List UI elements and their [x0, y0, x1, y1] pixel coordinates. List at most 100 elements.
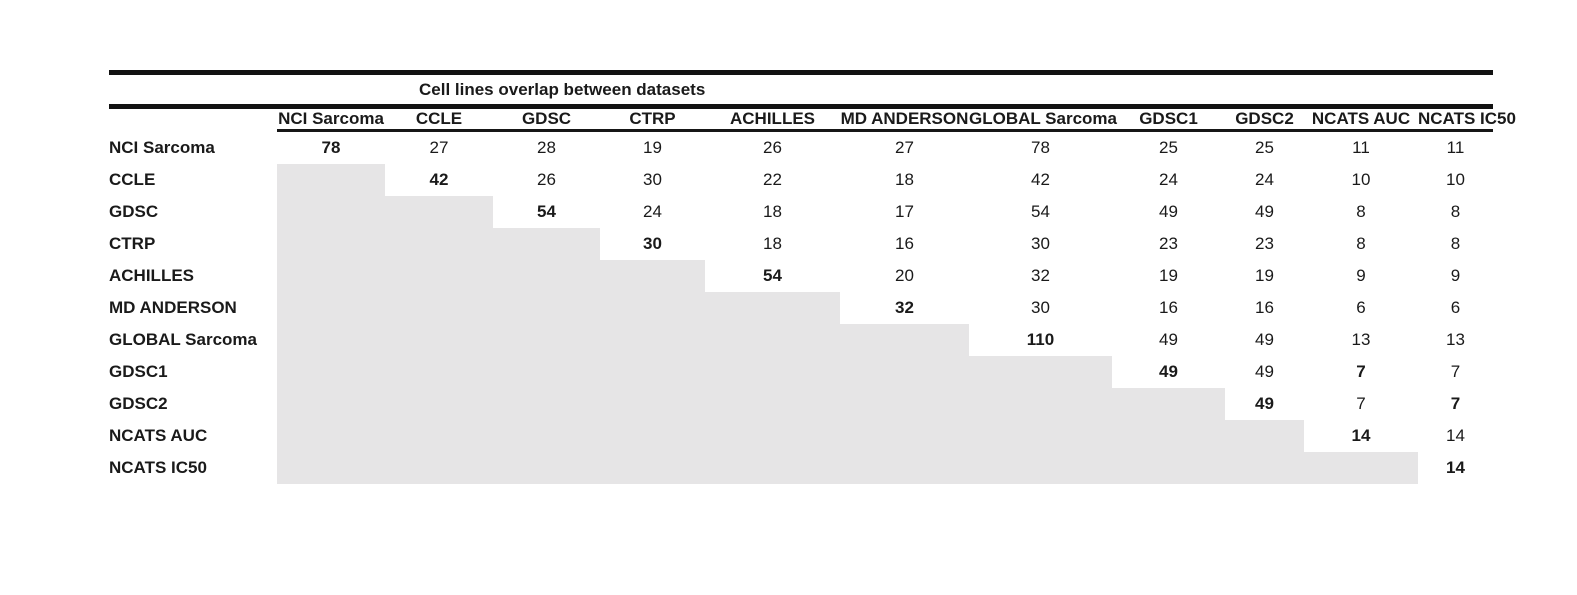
- empty-cell: [600, 388, 705, 420]
- table-row: GDSC 54 24 18 17 54 49 49 8 8: [109, 196, 1493, 228]
- overlap-cell: 9: [1356, 266, 1366, 285]
- overlap-cell: 13: [1351, 330, 1371, 349]
- overlap-cell: 42: [429, 170, 449, 189]
- empty-cell: [840, 356, 969, 388]
- empty-cell: [277, 452, 385, 484]
- overlap-cell: 10: [1351, 170, 1371, 189]
- overlap-cell: 11: [1446, 138, 1465, 157]
- empty-cell: [969, 420, 1112, 452]
- empty-cell: [600, 260, 705, 292]
- overlap-cell: 18: [763, 202, 782, 221]
- overlap-cell: 7: [1450, 394, 1461, 413]
- overlap-cell: 6: [1450, 298, 1461, 317]
- overlap-cell: 28: [537, 138, 556, 157]
- overlap-cell: 32: [1031, 266, 1050, 285]
- overlap-cell: 8: [1356, 202, 1366, 221]
- overlap-cell: 8: [1356, 234, 1366, 253]
- column-header: GDSC: [493, 109, 600, 132]
- empty-cell: [493, 292, 600, 324]
- table-row: GLOBAL Sarcoma 110 49 49 13 13: [109, 324, 1493, 356]
- table-header: NCI Sarcoma CCLE GDSC CTRP ACHILLES MD ANDERS…: [109, 109, 1516, 132]
- overlap-cell: 25: [1159, 138, 1178, 157]
- table-row: NCATS AUC 14 14: [109, 420, 1493, 452]
- empty-cell: [277, 420, 385, 452]
- table-row: ACHILLES 54 20 32 19 19 9 9: [109, 260, 1493, 292]
- overlap-cell: 20: [895, 266, 914, 285]
- overlap-cell: 54: [763, 266, 782, 285]
- row-label: MD ANDERSON: [109, 298, 237, 317]
- overlap-cell: 24: [643, 202, 662, 221]
- empty-cell: [385, 228, 493, 260]
- overlap-cell: 7: [1356, 362, 1366, 381]
- overlap-cell: 18: [763, 234, 782, 253]
- overlap-cell: 14: [1446, 458, 1465, 477]
- overlap-cell: 9: [1450, 266, 1461, 285]
- table-row: GDSC2 49 7 7: [109, 388, 1493, 420]
- empty-cell: [840, 452, 969, 484]
- corner-cell: [109, 109, 277, 131]
- empty-cell: [493, 452, 600, 484]
- table-title: Cell lines overlap between datasets: [419, 80, 706, 99]
- empty-cell: [600, 356, 705, 388]
- column-header: CTRP: [600, 109, 705, 132]
- overlap-cell: 22: [763, 170, 782, 189]
- empty-cell: [493, 324, 600, 356]
- overlap-cell: 54: [537, 202, 556, 221]
- overlap-cell: 49: [1159, 330, 1178, 349]
- table-row: MD ANDERSON 32 30 16 16 6 6: [109, 292, 1493, 324]
- column-header: GDSC1: [1112, 109, 1225, 132]
- overlap-cell: 19: [1255, 266, 1274, 285]
- empty-cell: [1112, 452, 1225, 484]
- overlap-cell: 25: [1255, 138, 1274, 157]
- overlap-cell: 30: [1031, 234, 1050, 253]
- row-label: GDSC: [109, 202, 159, 221]
- empty-cell: [1112, 420, 1225, 452]
- empty-cell: [493, 260, 600, 292]
- overlap-cell: 16: [1159, 298, 1178, 317]
- overlap-cell: 19: [643, 138, 662, 157]
- column-header: NCATS AUC: [1304, 109, 1418, 132]
- row-label: NCI Sarcoma: [109, 138, 215, 157]
- row-label: NCATS AUC: [109, 426, 208, 445]
- empty-cell: [705, 324, 840, 356]
- header-row: NCI Sarcoma CCLE GDSC CTRP ACHILLES MD ANDERS…: [109, 109, 1516, 132]
- table-row: NCI Sarcoma 78 27 28 19 26 27 78 25 25 11 11: [109, 131, 1493, 165]
- row-label: CCLE: [109, 170, 156, 189]
- empty-cell: [385, 356, 493, 388]
- table-title-band: Cell lines overlap between datasets: [109, 70, 1493, 109]
- empty-cell: [277, 292, 385, 324]
- empty-cell: [840, 324, 969, 356]
- row-label: GDSC1: [109, 362, 168, 381]
- overlap-cell: 14: [1351, 426, 1371, 445]
- column-header: ACHILLES: [705, 109, 840, 132]
- overlap-cell: 78: [1031, 138, 1050, 157]
- empty-cell: [385, 196, 493, 228]
- overlap-cell: 14: [1446, 426, 1465, 445]
- empty-cell: [600, 292, 705, 324]
- overlap-cell: 26: [763, 138, 782, 157]
- overlap-cell: 13: [1446, 330, 1465, 349]
- overlap-cell: 7: [1450, 362, 1461, 381]
- overlap-cell: 30: [643, 234, 662, 253]
- empty-cell: [385, 292, 493, 324]
- overlap-cell: 49: [1255, 202, 1274, 221]
- empty-cell: [1225, 452, 1304, 484]
- overlap-cell: 6: [1356, 298, 1366, 317]
- empty-cell: [277, 164, 385, 196]
- table-row: NCATS IC50 14: [109, 452, 1493, 484]
- empty-cell: [969, 388, 1112, 420]
- overlap-cell: 26: [537, 170, 556, 189]
- row-label: GLOBAL Sarcoma: [109, 330, 258, 349]
- overlap-cell: 18: [895, 170, 914, 189]
- empty-cell: [385, 260, 493, 292]
- overlap-cell: 30: [1031, 298, 1050, 317]
- empty-cell: [385, 452, 493, 484]
- empty-cell: [493, 420, 600, 452]
- column-header: GDSC2: [1225, 109, 1304, 132]
- overlap-cell: 7: [1356, 394, 1366, 413]
- overlap-cell: 27: [895, 138, 914, 157]
- empty-cell: [493, 356, 600, 388]
- overlap-cell: 110: [1026, 330, 1055, 349]
- empty-cell: [277, 228, 385, 260]
